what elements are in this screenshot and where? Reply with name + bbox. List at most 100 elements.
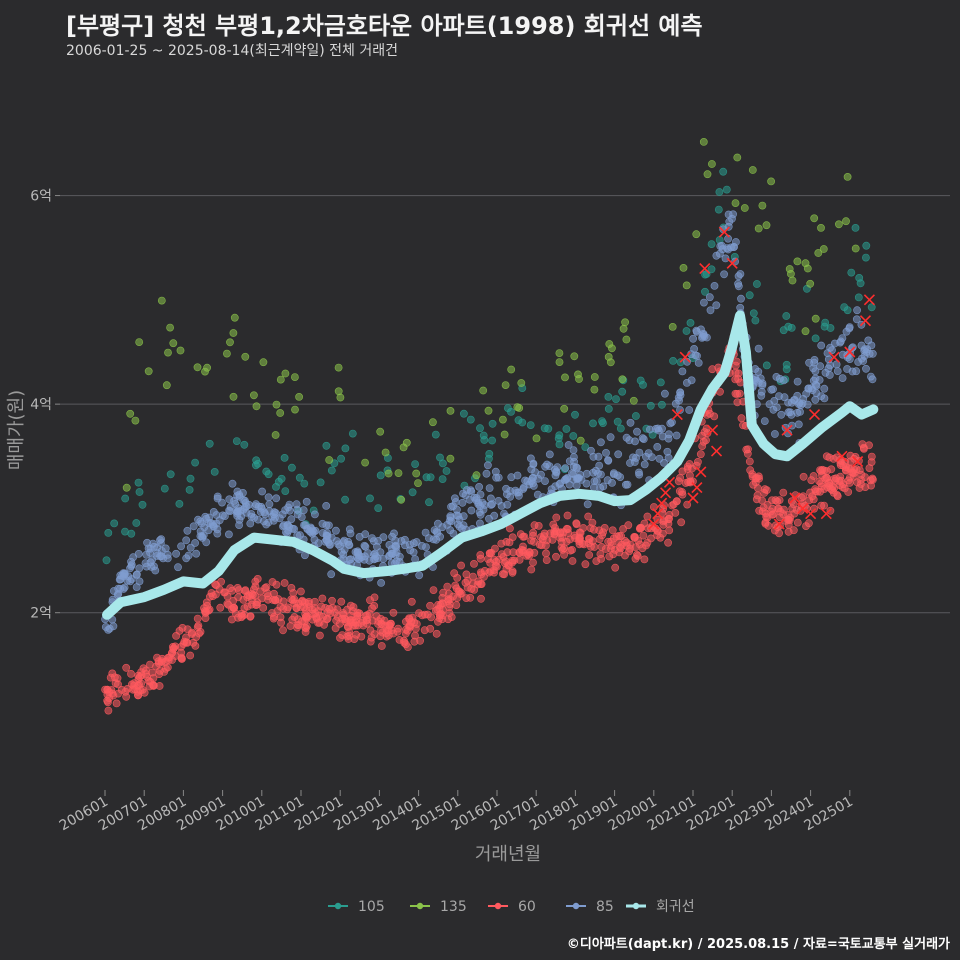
data-point-85 [721,254,730,263]
data-point-60 [389,608,398,617]
data-point-60 [799,472,808,481]
data-point-135 [708,160,716,168]
data-point-85 [182,536,191,545]
data-point-105 [555,431,564,440]
data-point-85 [668,418,676,427]
data-point-60 [370,602,379,610]
data-point-60 [336,634,344,642]
data-point-105 [374,504,383,512]
data-point-60 [476,554,485,563]
data-point-85 [377,579,385,587]
data-point-135 [334,387,343,396]
data-point-105 [426,473,435,482]
data-point-60 [585,539,593,548]
y-axis: 2억 4억 6억 [30,189,60,622]
data-point-85 [302,497,311,506]
data-point-60 [592,557,601,565]
data-point-85 [269,516,278,525]
data-point-60 [686,471,694,480]
data-point-105 [348,429,357,438]
data-point-60 [407,597,416,606]
data-point-60 [810,504,818,513]
data-point-135 [241,352,250,361]
data-point-85 [635,468,643,477]
data-point-60 [842,463,850,472]
data-point-60 [665,526,674,535]
data-point-85 [265,500,274,509]
data-point-60 [634,536,643,545]
data-point-60 [611,563,620,572]
data-point-105 [295,473,304,482]
data-point-105 [618,387,627,396]
data-point-85 [379,555,388,563]
data-point-85 [322,521,331,530]
data-point-60 [137,679,146,688]
data-point-85 [461,491,470,500]
legend-label: 60 [518,899,536,915]
data-point-60 [108,669,117,678]
x-axis: 2006012007012008012009012010012011012012… [57,790,856,834]
data-point-60 [280,579,289,587]
data-point-60 [114,680,122,689]
data-point-85 [608,478,616,487]
data-point-85 [345,541,354,549]
data-point-135 [507,365,516,374]
data-point-60 [191,642,200,650]
data-point-60 [633,550,641,559]
highlight-cross [852,455,864,468]
data-point-135 [843,172,852,181]
data-point-105 [714,205,723,214]
data-point-60 [563,511,572,520]
data-point-85 [400,535,409,544]
data-point-85 [485,514,493,523]
data-point-105 [287,463,296,472]
data-point-105 [104,529,113,537]
data-point-105 [240,440,249,449]
data-point-85 [258,487,266,496]
data-point-60 [462,570,471,579]
cross-stroke [648,518,660,530]
data-point-60 [377,642,386,650]
data-point-105 [476,424,484,433]
data-point-135 [555,349,564,357]
cross-stroke [836,450,848,462]
data-point-60 [339,610,348,619]
data-point-135 [806,279,815,288]
data-point-85 [482,469,491,478]
data-point-60 [408,613,417,622]
data-point-60 [477,594,485,603]
data-point-60 [675,487,684,496]
data-point-135 [517,379,526,387]
data-point-105 [132,519,141,527]
data-point-60 [452,584,461,593]
data-point-60 [809,495,818,504]
data-point-135 [399,443,408,452]
cross-stroke [808,409,821,421]
data-point-85 [663,447,672,456]
data-point-60 [572,519,581,528]
data-point-60 [134,671,143,680]
highlight-cross [695,466,707,478]
data-point-105 [277,474,286,483]
data-point-60 [733,398,742,407]
data-point-60 [288,615,297,624]
cross-stroke [687,492,699,504]
data-point-85 [240,496,249,505]
data-point-105 [632,412,640,420]
highlight-cross [652,508,664,520]
data-point-60 [429,586,438,594]
data-point-60 [289,589,298,597]
highlight-cross [710,445,723,457]
data-point-60 [487,549,496,557]
data-point-60 [626,540,635,549]
cross-stroke [656,497,668,509]
cross-stroke [844,346,856,358]
highlight-cross [699,263,711,275]
data-point-85 [345,525,354,534]
data-point-60 [343,632,352,641]
data-point-105 [782,360,791,369]
cross-stroke [781,424,793,436]
data-point-85 [853,306,861,315]
data-point-60 [104,706,113,715]
data-point-60 [688,464,696,473]
